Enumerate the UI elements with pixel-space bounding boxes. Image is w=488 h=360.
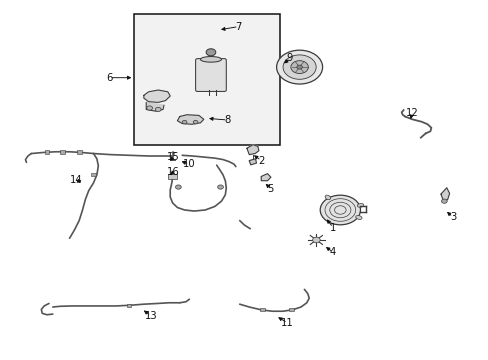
Circle shape (283, 55, 316, 79)
Circle shape (182, 120, 186, 124)
Circle shape (206, 49, 215, 56)
Text: 8: 8 (224, 115, 230, 125)
Polygon shape (246, 145, 258, 154)
Bar (44, 150, 49, 154)
Circle shape (155, 107, 161, 112)
Ellipse shape (355, 216, 361, 219)
Circle shape (290, 61, 308, 73)
Circle shape (441, 199, 447, 203)
Circle shape (217, 185, 223, 189)
Circle shape (312, 237, 320, 243)
Polygon shape (261, 174, 270, 181)
Ellipse shape (357, 203, 363, 207)
Text: 5: 5 (267, 184, 273, 194)
Polygon shape (146, 102, 163, 111)
Bar (260, 308, 264, 311)
Circle shape (296, 65, 302, 69)
Bar (134, 14, 280, 145)
Text: 16: 16 (167, 167, 180, 177)
Text: 14: 14 (69, 175, 82, 185)
Polygon shape (143, 90, 170, 102)
Bar (168, 174, 177, 179)
Polygon shape (249, 159, 256, 165)
Text: 12: 12 (405, 108, 418, 118)
Circle shape (276, 50, 322, 84)
Circle shape (193, 120, 198, 124)
Ellipse shape (200, 57, 221, 62)
Text: 2: 2 (258, 156, 264, 166)
Circle shape (320, 195, 360, 225)
Text: 13: 13 (144, 311, 157, 321)
Text: 1: 1 (329, 222, 336, 233)
Text: 10: 10 (183, 159, 195, 169)
Bar (77, 150, 81, 154)
Text: 9: 9 (286, 53, 293, 63)
Polygon shape (177, 115, 203, 124)
Circle shape (175, 185, 181, 189)
Text: 7: 7 (235, 22, 242, 32)
Polygon shape (440, 188, 448, 202)
Bar (126, 304, 131, 307)
Bar (60, 150, 64, 154)
Bar (288, 308, 293, 311)
Circle shape (146, 106, 152, 110)
Bar (91, 173, 96, 176)
FancyBboxPatch shape (195, 59, 226, 91)
Text: 11: 11 (281, 318, 293, 328)
Text: 6: 6 (106, 73, 112, 83)
Text: 4: 4 (329, 247, 336, 257)
Ellipse shape (325, 195, 330, 200)
Text: 3: 3 (449, 212, 455, 222)
Text: 15: 15 (167, 152, 180, 162)
